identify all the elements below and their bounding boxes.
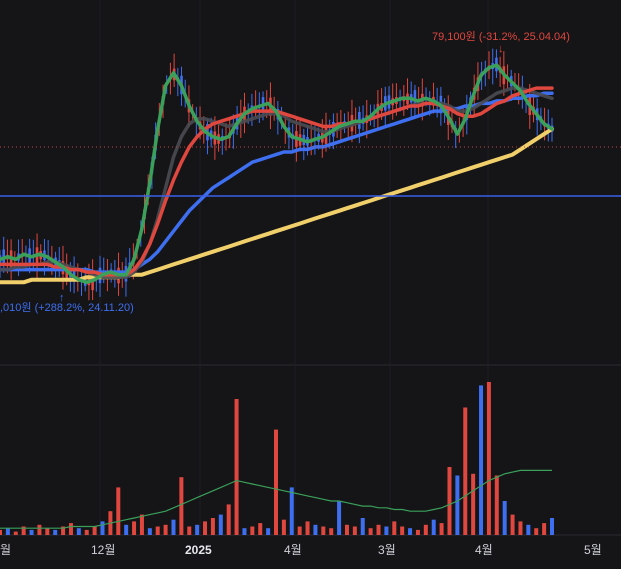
volume-bar-64 (502, 501, 507, 535)
volume-bar-69 (542, 523, 547, 535)
volume-bar-6 (45, 528, 50, 535)
x-tick-0: 월 (0, 543, 11, 557)
volume-bar-3 (21, 526, 26, 535)
volume-bar-41 (321, 526, 326, 535)
volume-bar-55 (431, 519, 436, 535)
volume-bar-43 (337, 501, 342, 535)
volume-bar-7 (53, 529, 58, 535)
volume-bar-26 (203, 521, 208, 535)
ma-yellow-line (0, 127, 554, 285)
volume-bar-65 (510, 514, 515, 535)
volume-bar-59 (463, 407, 468, 535)
volume-bar-5 (37, 524, 42, 535)
low-annotation: ,010원 (+288.2%, 24.11.20) (0, 301, 134, 314)
volume-bar-35 (274, 429, 278, 535)
volume-bar-20 (155, 526, 160, 535)
volume-bars (0, 382, 554, 535)
x-tick-4: 3월 (378, 543, 396, 557)
moving-averages (0, 63, 554, 285)
x-tick-6: 5월 (584, 543, 602, 557)
volume-bar-31 (242, 528, 247, 535)
ma-short-line (0, 63, 554, 285)
x-tick-5: 4월 (475, 543, 493, 557)
volume-bar-21 (163, 524, 168, 535)
volume-bar-1 (5, 528, 10, 535)
x-tick-3: 4월 (284, 543, 302, 557)
volume-bar-29 (226, 504, 231, 535)
volume-bar-48 (376, 524, 381, 535)
volume-bar-37 (289, 487, 294, 535)
volume-bar-51 (400, 526, 405, 535)
volume-bar-52 (408, 528, 413, 535)
volume-bar-46 (360, 518, 365, 535)
volume-bar-11 (84, 529, 89, 535)
volume-ma-line (0, 469, 552, 529)
horizontal-lines (0, 146, 621, 197)
volume-bar-8 (61, 526, 66, 535)
volume-bar-30 (234, 399, 239, 535)
high-arrow: ↓ (498, 43, 504, 55)
volume-bar-15 (116, 487, 121, 535)
volume-bar-36 (281, 519, 286, 535)
volume-bar-2 (13, 531, 18, 535)
volume-bar-12 (92, 526, 97, 535)
volume-bar-24 (187, 526, 192, 535)
volume-bar-13 (100, 521, 105, 535)
volume-bar-57 (447, 467, 452, 535)
volume-bar-56 (439, 523, 444, 535)
volume-bar-17 (132, 521, 137, 535)
volume-bar-61 (479, 385, 484, 535)
volume-bar-34 (266, 528, 271, 535)
volume-bar-19 (147, 528, 152, 535)
volume-bar-70 (550, 518, 554, 535)
low-arrow: ↑ (59, 292, 65, 304)
volume-bar-58 (455, 475, 460, 535)
volume-bar-62 (486, 382, 491, 535)
volume-bar-33 (258, 523, 263, 535)
volume-bar-39 (305, 521, 310, 535)
volume-bar-63 (494, 475, 499, 535)
volume-bar-66 (518, 521, 523, 535)
volume-bar-9 (68, 523, 73, 535)
volume-bar-22 (171, 519, 176, 535)
x-tick-2: 2025 (185, 543, 212, 557)
high-annotation: 79,100원 (-31.2%, 25.04.04) (432, 30, 570, 43)
volume-bar-16 (124, 524, 129, 535)
volume-bar-4 (29, 529, 34, 535)
volume-bar-54 (423, 524, 428, 535)
volume-bar-23 (179, 477, 184, 535)
volume-bar-60 (471, 473, 476, 535)
volume-bar-28 (218, 514, 223, 535)
volume-bar-44 (344, 524, 349, 535)
volume-bar-10 (76, 528, 81, 535)
volume-bar-45 (352, 526, 357, 535)
volume-bar-0 (0, 529, 2, 535)
volume-bar-25 (195, 524, 200, 535)
volume-bar-68 (534, 528, 539, 535)
volume-bar-47 (368, 528, 373, 535)
x-tick-1: 12월 (91, 543, 115, 557)
volume-bar-38 (297, 526, 302, 535)
volume-bar-53 (415, 529, 420, 535)
volume-bar-27 (210, 518, 215, 535)
volume-bar-32 (250, 526, 255, 535)
volume-bar-18 (139, 514, 144, 535)
volume-bar-49 (384, 526, 389, 535)
volume-bar-50 (392, 521, 397, 535)
volume-bar-42 (329, 528, 334, 535)
volume-bar-67 (526, 524, 531, 535)
volume-bar-40 (313, 524, 318, 535)
